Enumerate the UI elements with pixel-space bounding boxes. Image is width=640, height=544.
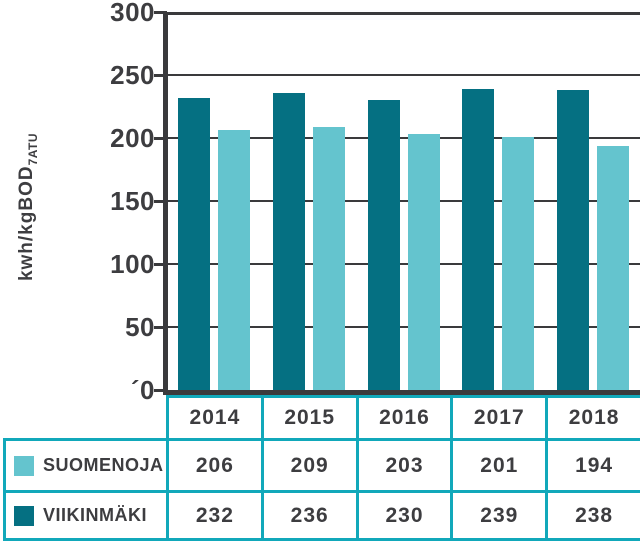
- legend-label-suomenoja: SUOMENOJA: [43, 455, 164, 476]
- y-tick-label: 150: [55, 188, 155, 214]
- table-value: 209: [262, 440, 357, 492]
- bar-chart-figure: kwh/kgBOD7ATU 30025020015010050´0 2014 2…: [0, 0, 640, 544]
- y-axis-label-subscript: 7ATU: [26, 133, 40, 165]
- table-value: 194: [547, 440, 640, 492]
- table-value: 238: [547, 492, 640, 540]
- data-table: 2014 2015 2016 2017 2018 SUOMENOJA 206 2…: [3, 395, 640, 541]
- table-value: 236: [262, 492, 357, 540]
- bar-viikinmaki-2014: [178, 98, 210, 390]
- legend-label-viikinmaki: VIIKINMÄKI: [43, 505, 147, 526]
- table-value: 239: [452, 492, 547, 540]
- bar-viikinmaki-2017: [462, 89, 494, 390]
- table-row-viikinmaki: VIIKINMÄKI 232 236 230 239 238: [5, 492, 640, 540]
- viikinmaki-color-swatch: [14, 506, 34, 526]
- y-tick-label: 100: [55, 251, 155, 277]
- bar-suomenoja-2015: [313, 127, 345, 390]
- bar-viikinmaki-2015: [273, 93, 305, 390]
- bar-suomenoja-2016: [408, 134, 440, 390]
- year-header: 2014: [168, 397, 263, 440]
- year-header: 2017: [452, 397, 547, 440]
- y-tick-label: 250: [55, 62, 155, 88]
- table-corner-empty: [5, 397, 168, 440]
- bar-suomenoja-2014: [218, 130, 250, 390]
- suomenoja-color-swatch: [14, 456, 34, 476]
- y-tick-label: 50: [55, 314, 155, 340]
- table-value: 232: [168, 492, 263, 540]
- y-tick-label: 300: [55, 0, 155, 25]
- legend-cell-suomenoja: SUOMENOJA: [5, 440, 168, 492]
- year-header: 2016: [357, 397, 452, 440]
- y-axis-line: [163, 12, 168, 395]
- plot-top-border: [163, 12, 640, 15]
- y-tick-label: 200: [55, 125, 155, 151]
- year-header: 2015: [262, 397, 357, 440]
- y-axis-label-main: kwh/kgBOD: [16, 165, 37, 281]
- table-row-years: 2014 2015 2016 2017 2018: [5, 397, 640, 440]
- bar-suomenoja-2018: [597, 146, 629, 390]
- table-value: 206: [168, 440, 263, 492]
- bar-suomenoja-2017: [502, 137, 534, 390]
- bar-viikinmaki-2018: [557, 90, 589, 390]
- bar-viikinmaki-2016: [368, 100, 400, 390]
- table-value: 203: [357, 440, 452, 492]
- legend-cell-viikinmaki: VIIKINMÄKI: [5, 492, 168, 540]
- table-value: 201: [452, 440, 547, 492]
- table-value: 230: [357, 492, 452, 540]
- table-row-suomenoja: SUOMENOJA 206 209 203 201 194: [5, 440, 640, 492]
- year-header: 2018: [547, 397, 640, 440]
- gridline: [166, 74, 640, 76]
- y-axis-label: kwh/kgBOD7ATU: [16, 77, 46, 337]
